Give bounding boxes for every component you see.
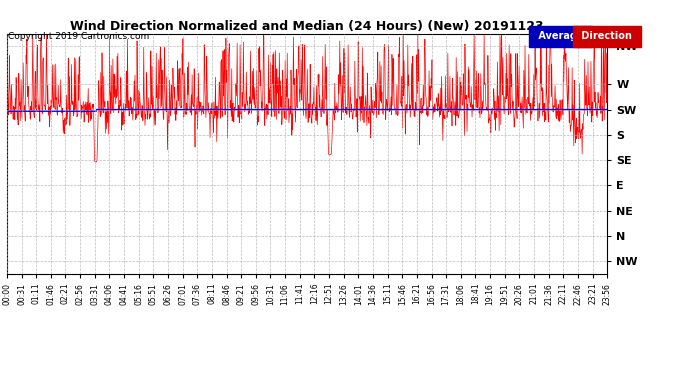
Text: Average: Average <box>535 32 586 41</box>
Text: Direction: Direction <box>578 32 635 41</box>
Title: Wind Direction Normalized and Median (24 Hours) (New) 20191123: Wind Direction Normalized and Median (24… <box>70 20 544 33</box>
Text: Copyright 2019 Cartronics.com: Copyright 2019 Cartronics.com <box>8 32 150 41</box>
